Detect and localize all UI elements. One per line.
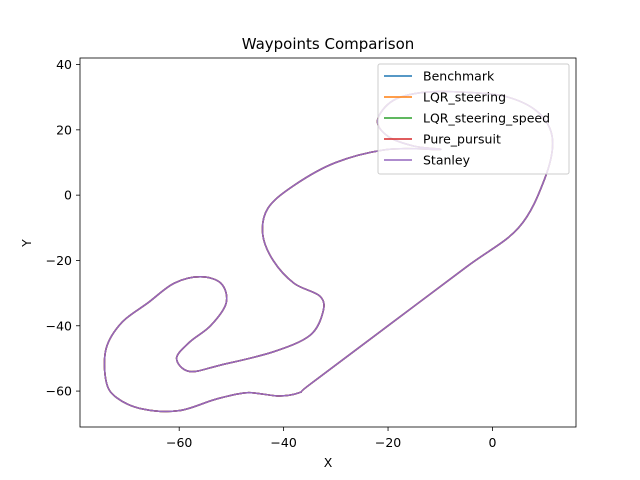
legend-label: LQR_steering_speed: [423, 111, 550, 126]
y-tick-label: −60: [46, 384, 72, 399]
legend-box: [377, 63, 570, 175]
plot-frame: [79, 57, 577, 428]
y-tick-label: 0: [64, 188, 72, 203]
y-tick-label: 20: [56, 122, 72, 137]
legend-label: Benchmark: [423, 69, 495, 84]
ticks-layer: −60 −40 −20 0 40 20 0 −20 −40 −60: [46, 57, 497, 450]
x-tick-label: −20: [375, 435, 401, 450]
y-tick-label: 40: [56, 57, 72, 72]
x-tick-label: −60: [166, 435, 192, 450]
legend-label: Stanley: [423, 153, 471, 168]
y-tick-label: −40: [46, 318, 72, 333]
y-tick-label: −20: [46, 253, 72, 268]
x-tick-label: −40: [270, 435, 296, 450]
legend: Benchmark LQR_steering LQR_steering_speed P…: [377, 63, 570, 175]
chart-title: Waypoints Comparison: [242, 35, 415, 53]
y-axis-label: Y: [19, 239, 34, 248]
legend-label: LQR_steering: [423, 90, 506, 105]
legend-label: Pure_pursuit: [423, 132, 501, 147]
x-tick-label: 0: [488, 435, 496, 450]
x-axis-label: X: [324, 455, 333, 470]
